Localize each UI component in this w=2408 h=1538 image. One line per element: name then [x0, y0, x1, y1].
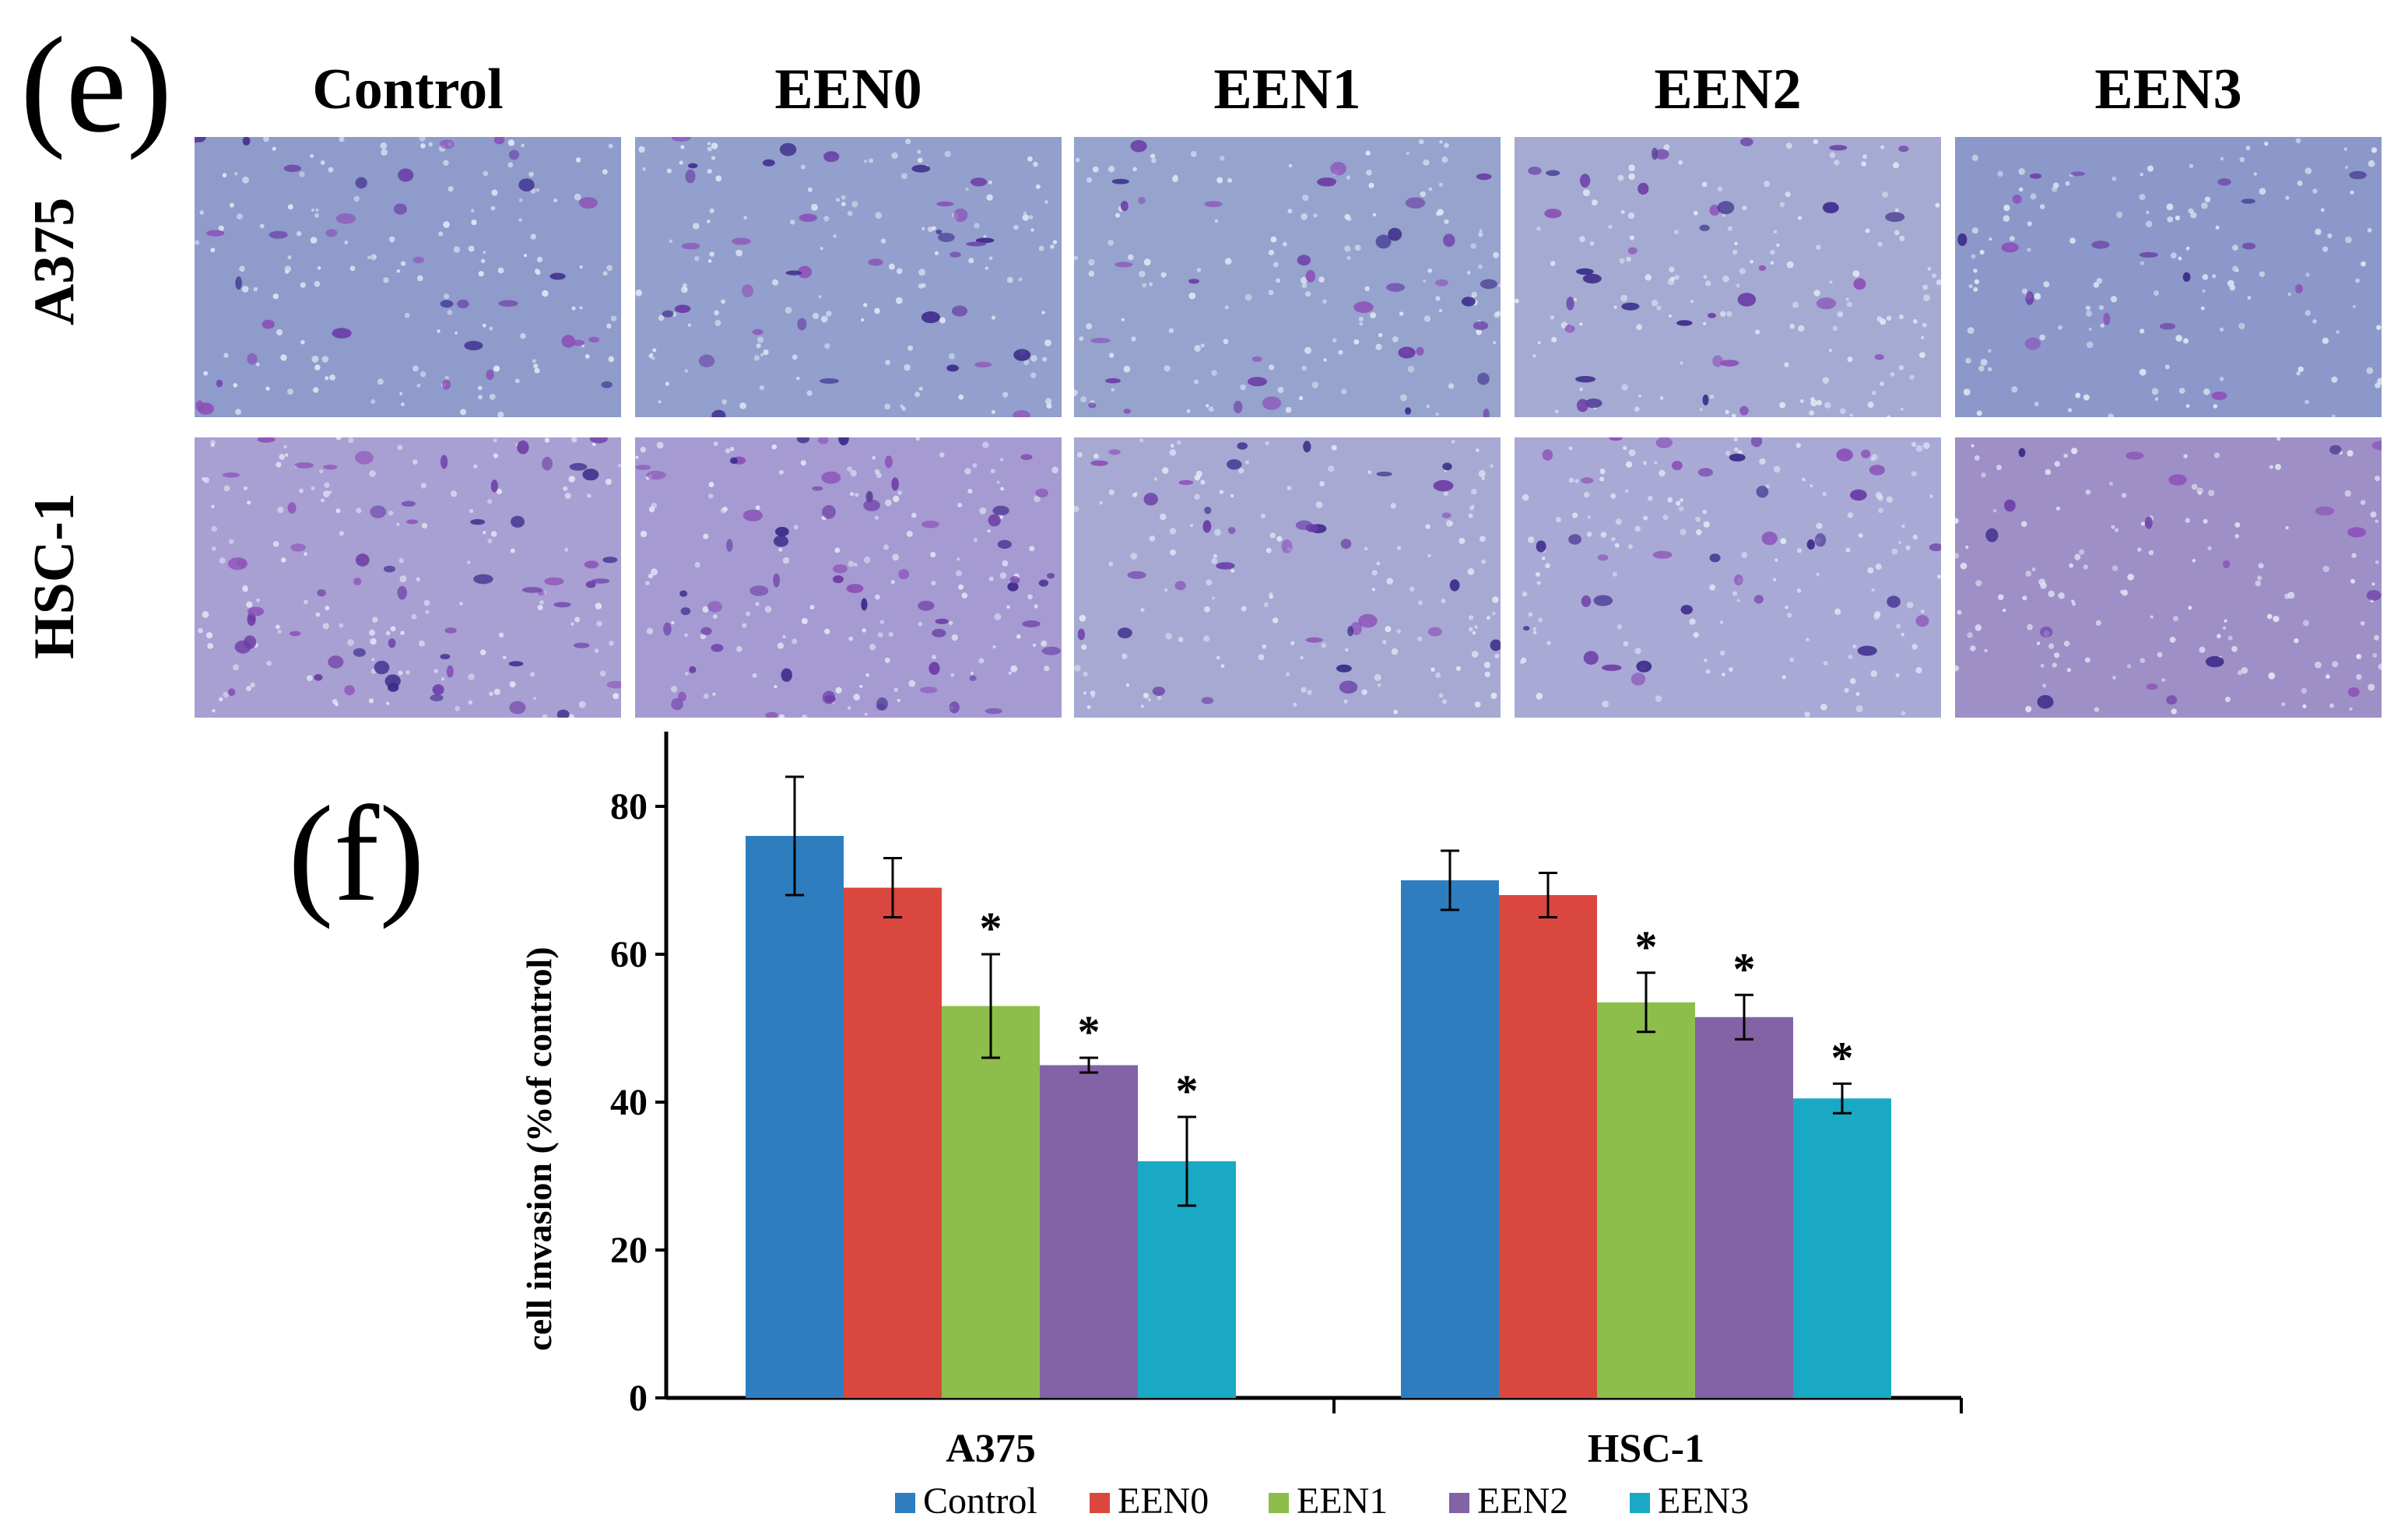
panel-label-f: (f) — [288, 778, 425, 930]
micrograph-hsc1-een2 — [1515, 437, 1941, 718]
legend-label-een1: EEN1 — [1297, 1480, 1388, 1522]
panel-label-e: (e) — [20, 9, 173, 161]
micrograph-a375-een2 — [1515, 137, 1941, 417]
column-header-een3: EEN3 — [2094, 58, 2242, 121]
significance-marker: * — [1733, 943, 1756, 994]
micrograph-hsc1-een0 — [635, 437, 1062, 718]
legend-swatch-control — [895, 1493, 915, 1513]
column-header-een2: EEN2 — [1654, 58, 1802, 121]
column-header-een1: EEN1 — [1213, 58, 1361, 121]
micrograph-a375-een0 — [635, 137, 1062, 417]
legend-swatch-een3 — [1630, 1493, 1650, 1513]
micrograph-a375-een1 — [1074, 137, 1501, 417]
significance-marker: * — [1635, 922, 1658, 972]
micrograph-a375-een3 — [1955, 137, 2382, 417]
column-header-control: Control — [312, 58, 504, 121]
legend-swatch-een1 — [1269, 1493, 1289, 1513]
bar-hsc1-een1 — [1597, 1002, 1695, 1398]
legend-label-een3: EEN3 — [1658, 1480, 1749, 1522]
micrograph-hsc1-control — [195, 437, 621, 718]
y-axis-label: cell invasion (%of control) — [519, 946, 559, 1350]
legend-swatch-een0 — [1090, 1493, 1110, 1513]
column-header-een0: EEN0 — [774, 58, 922, 121]
significance-marker: * — [980, 903, 1002, 953]
bar-hsc1-control — [1401, 880, 1499, 1398]
legend-label-een2: EEN2 — [1477, 1480, 1568, 1522]
bar-a375-een2 — [1040, 1065, 1138, 1398]
micrograph-a375-control — [195, 137, 621, 417]
bar-hsc1-een2 — [1695, 1017, 1793, 1398]
y-tick-label: 0 — [629, 1378, 648, 1419]
significance-marker: * — [1176, 1066, 1199, 1116]
bar-hsc1-een3 — [1793, 1098, 1891, 1398]
x-category-label: HSC-1 — [1588, 1427, 1704, 1471]
micrograph-hsc1-een3 — [1955, 437, 2382, 718]
legend-swatch-een2 — [1449, 1493, 1469, 1513]
bar-a375-een1 — [942, 1006, 1040, 1398]
bar-hsc1-een0 — [1499, 895, 1597, 1398]
y-tick-label: 40 — [610, 1082, 648, 1123]
bar-a375-control — [746, 836, 844, 1398]
legend-label-een0: EEN0 — [1118, 1480, 1209, 1522]
y-tick-label: 20 — [610, 1230, 648, 1271]
legend-label-control: Control — [923, 1480, 1037, 1522]
significance-marker: * — [1078, 1006, 1100, 1057]
bar-a375-een0 — [844, 887, 942, 1398]
y-tick-label: 60 — [610, 934, 648, 975]
significance-marker: * — [1831, 1032, 1854, 1083]
y-tick-label: 80 — [610, 786, 648, 827]
x-category-label: A375 — [946, 1427, 1036, 1471]
micrograph-hsc1-een1 — [1074, 437, 1501, 718]
